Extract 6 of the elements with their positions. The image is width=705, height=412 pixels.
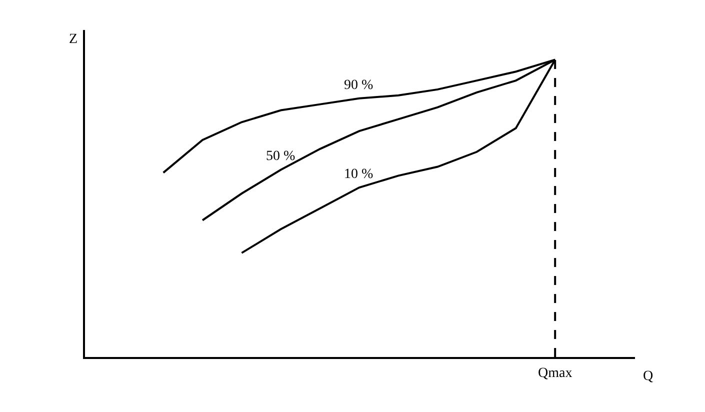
- series-label: 10 %: [344, 167, 374, 182]
- y-axis-title: Z: [69, 32, 78, 47]
- series-label: 90 %: [344, 78, 374, 93]
- series-label: 50 %: [266, 149, 296, 164]
- text: Qmax: [538, 366, 572, 381]
- x-axis-title: Q: [643, 369, 654, 384]
